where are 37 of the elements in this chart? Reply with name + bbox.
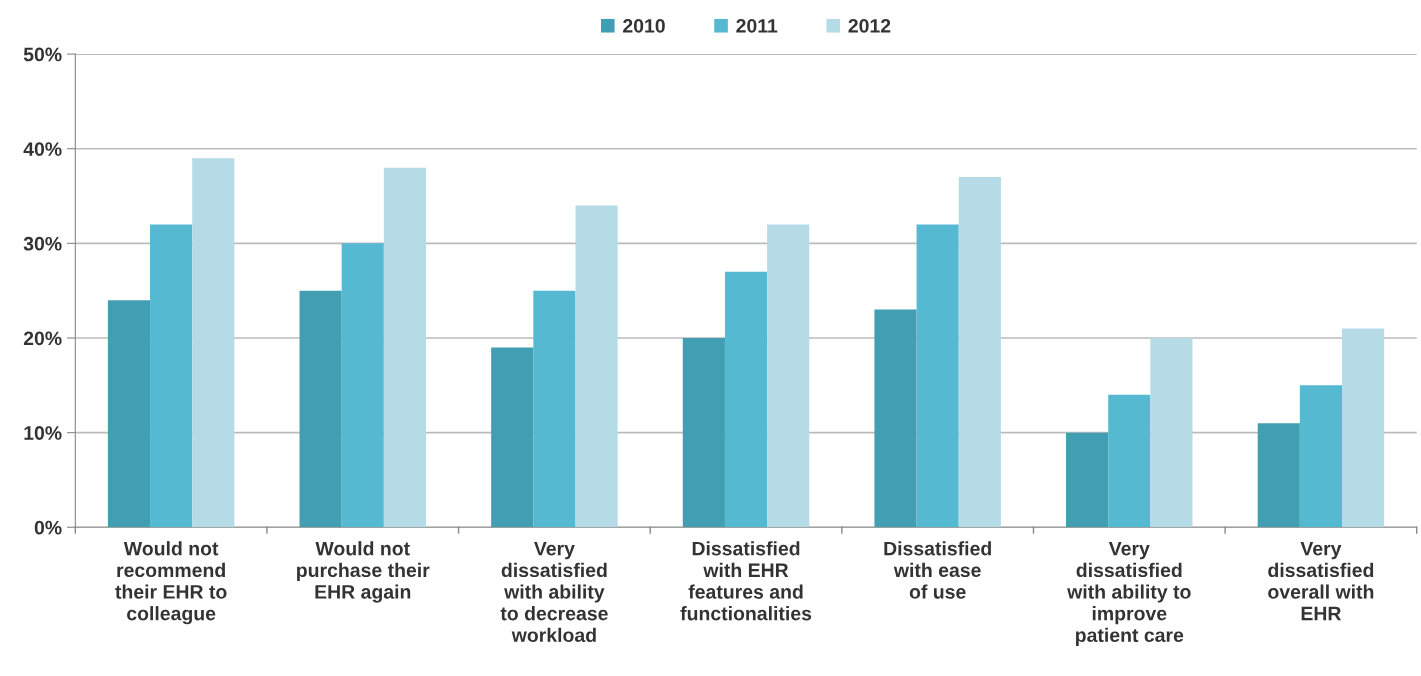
bar — [383, 167, 426, 528]
bar — [341, 243, 384, 528]
y-tick-label: 40% — [23, 142, 62, 156]
bar — [1342, 328, 1385, 528]
bar — [107, 300, 151, 528]
legend-label: 2011 — [736, 18, 778, 33]
x-tick-label: Would not purchase their EHR again — [297, 541, 430, 603]
bar — [1257, 423, 1300, 528]
bar — [150, 224, 193, 528]
bar — [1299, 385, 1342, 528]
legend-label: 2012 — [848, 18, 891, 33]
bar — [682, 338, 725, 528]
x-tick-label: Very dissatisfied overall with EHR — [1268, 541, 1374, 621]
legend-label: 2010 — [623, 18, 665, 33]
y-tick-label: 10% — [24, 426, 62, 440]
y-tick-label: 20% — [23, 331, 62, 346]
bar — [575, 205, 618, 528]
bar — [491, 347, 534, 528]
x-tick-label: Very dissatisfied with ability to improve patient care — [1067, 541, 1191, 646]
x-tick-label: Dissatisfied with ease of use — [884, 541, 991, 599]
bar — [1108, 394, 1151, 528]
y-tick-label: 0% — [34, 520, 62, 535]
bar — [192, 158, 235, 528]
y-tick-label: 50% — [23, 47, 62, 62]
bar — [767, 224, 810, 528]
bar — [1150, 338, 1193, 528]
bar — [299, 290, 342, 528]
y-tick-label: 30% — [23, 236, 62, 251]
bar — [533, 290, 576, 528]
x-tick-label: Would not recommend their EHR to colleague — [115, 541, 227, 625]
bar — [958, 177, 1001, 528]
x-tick-label: Dissatisfied with EHR features and functionalities — [680, 541, 812, 621]
x-tick-label: Very dissatisfied with ability to decrease workload — [500, 541, 608, 643]
bar — [916, 224, 959, 528]
bar — [874, 309, 917, 528]
bar — [1066, 432, 1109, 528]
bar — [724, 271, 768, 528]
